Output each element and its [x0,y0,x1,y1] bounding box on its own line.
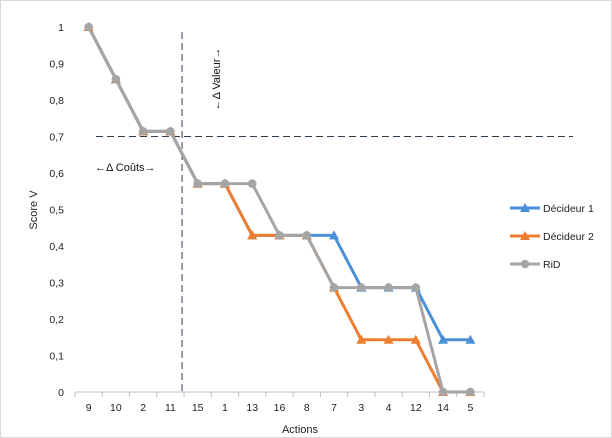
data-point [384,283,393,292]
legend: Décideur 1 Décideur 2 RiD [510,203,594,271]
y-tick-label: 0,8 [49,95,64,107]
data-point [520,259,530,269]
data-point [166,127,175,136]
axes: 9 10 2 11 15 1 13 16 8 7 3 4 12 14 5 0 0,1 0,2 0,3 0,4 0,5 0,… [49,22,485,414]
y-tick-label: 1 [58,22,64,34]
delta-value-annotation: ←Δ Valeur→ [211,48,223,111]
data-point [520,231,530,240]
x-tick-label: 15 [192,402,204,414]
x-tick-label: 9 [86,402,92,414]
x-tick-label: 7 [331,402,337,414]
data-point [356,334,367,344]
data-point [111,74,121,84]
data-point [411,283,421,292]
data-point [438,334,449,344]
legend-label: RiD [543,259,561,271]
data-point [438,387,448,397]
x-tick-label: 11 [165,402,176,414]
data-point [329,283,339,292]
y-tick-label: 0,7 [49,132,64,144]
data-point [275,231,284,240]
data-point [520,203,530,212]
y-tick-label: 0,2 [49,314,64,326]
series-rid [84,22,475,397]
legend-item: RiD [510,259,561,271]
y-axis-title: Score V [28,190,40,230]
data-point [383,334,394,344]
delta-costs-annotation: ←Δ Coûts→ [95,162,156,174]
x-tick-label: 8 [304,402,310,414]
data-point [220,179,230,188]
legend-label: Décideur 1 [543,203,594,215]
data-point [193,179,202,188]
x-tick-label: 4 [386,402,392,414]
x-tick-label: 5 [467,402,473,414]
x-tick-label: 13 [246,402,258,414]
data-point [138,127,148,136]
y-tick-label: 0,9 [49,59,64,71]
x-tick-label: 10 [110,402,122,414]
legend-label: Décideur 2 [543,231,594,243]
annotations: ←Δ Coûts→ ←Δ Valeur→ [95,48,223,174]
data-point [465,334,476,344]
series-layer [83,22,476,397]
y-tick-label: 0,1 [49,351,64,363]
y-tick-label: 0,6 [49,168,64,180]
legend-item: Décideur 1 [510,203,594,215]
data-point [466,387,475,397]
y-tick-label: 0,4 [49,241,64,253]
data-point [410,334,421,344]
data-point [84,22,93,32]
y-tick-label: 0 [58,387,64,399]
x-tick-label: 1 [222,402,228,414]
y-tick-label: 0,3 [49,278,64,290]
data-point [302,231,312,240]
x-tick-label: 2 [140,402,146,414]
data-point [357,283,366,292]
reference-lines [96,32,573,392]
data-point [247,230,258,240]
data-point [329,230,340,240]
data-point [247,179,257,188]
x-tick-label: 3 [358,402,364,414]
x-tick-label: 14 [437,402,449,414]
legend-item: Décideur 2 [510,231,594,243]
x-tick-label: 16 [274,402,286,414]
y-tick-label: 0,5 [49,205,64,217]
x-axis-title: Actions [282,424,319,436]
x-tick-label: 12 [410,402,422,414]
